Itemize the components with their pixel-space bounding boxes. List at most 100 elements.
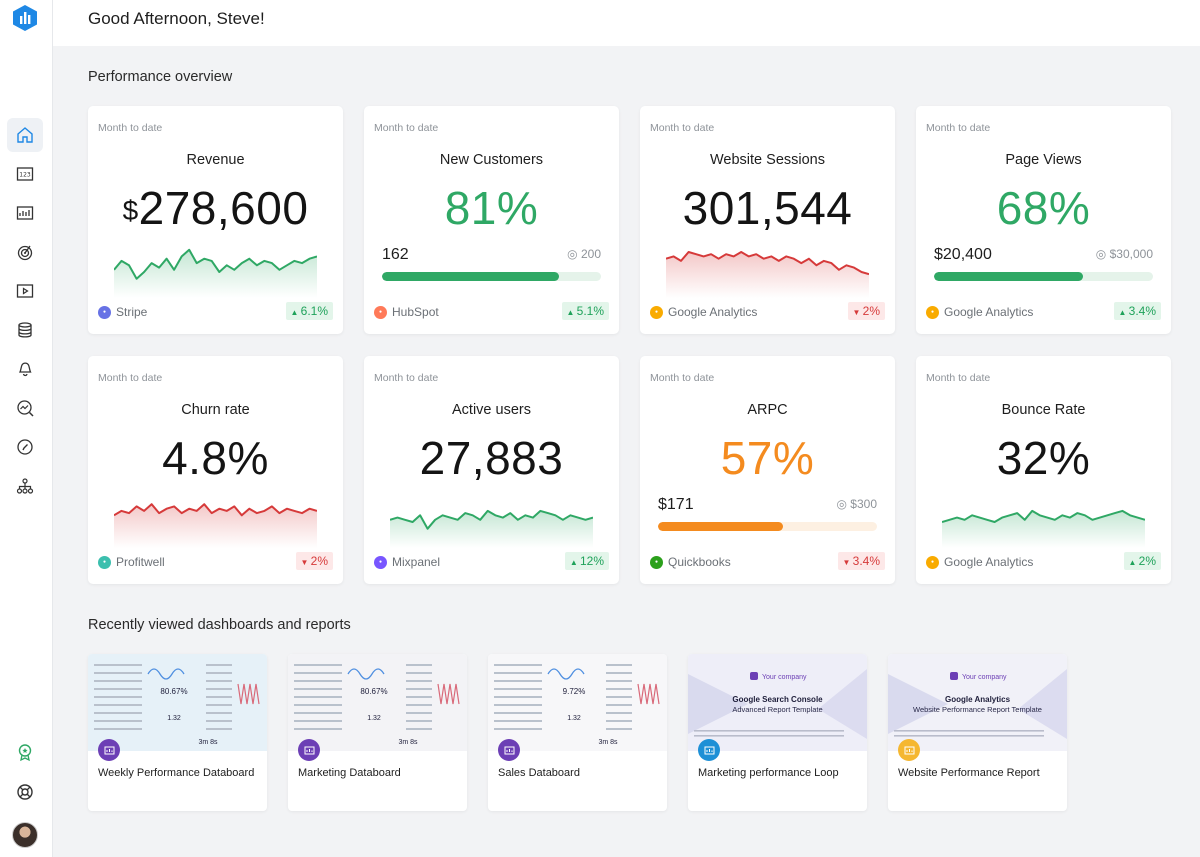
- company-logo: [950, 672, 958, 680]
- metric-value: $278,600: [88, 182, 343, 237]
- change-value: 2%: [862, 304, 880, 318]
- metric-value-number: 68%: [996, 182, 1091, 234]
- report-thumbnail: 80.67% 1.32 3m 8s: [88, 654, 267, 751]
- databoard-icon[interactable]: [7, 196, 43, 230]
- top-bar: Good Afternoon, Steve!: [53, 0, 1200, 46]
- thumb-number: 3m 8s: [398, 739, 418, 746]
- thumb-chart: [437, 683, 460, 705]
- goal-target-value: $30,000: [1109, 247, 1153, 261]
- thumb-text-line: [406, 680, 432, 682]
- avatar[interactable]: [12, 822, 38, 848]
- thumb-text-line: [206, 696, 232, 698]
- data-source[interactable]: ● Google Analytics: [926, 305, 1033, 319]
- goal-progress-fill: [382, 272, 560, 281]
- report-card[interactable]: 9.72% 1.32 3m 8s Sales Databoard: [488, 654, 667, 811]
- metric-card[interactable]: Month to date ARPC 57% $171 ◎ $300 ● Quickbook…: [640, 356, 895, 584]
- thumb-text-line: [606, 680, 632, 682]
- thumb-shape: [688, 674, 748, 734]
- report-type-icon: [898, 739, 920, 761]
- thumb-shape: [818, 669, 867, 739]
- home-icon[interactable]: [7, 118, 43, 152]
- metric-card[interactable]: Month to date Revenue $278,600 ● Stripe ▲ 6.1…: [88, 106, 343, 334]
- thumb-chart: [347, 668, 385, 680]
- currency-symbol: $: [122, 195, 139, 226]
- report-thumbnail: 9.72% 1.32 3m 8s: [488, 654, 667, 751]
- arrow-up-icon: ▲: [290, 308, 301, 317]
- thumb-text-line: [606, 664, 632, 666]
- database-icon[interactable]: [7, 313, 43, 347]
- goal-target: ◎ $30,000: [1096, 247, 1153, 261]
- change-value: 3.4%: [852, 554, 880, 568]
- change-badge: ▲ 2%: [1123, 552, 1161, 570]
- compass-icon[interactable]: [7, 430, 43, 464]
- metric-card[interactable]: Month to date Bounce Rate 32% ● Google Analy…: [916, 356, 1171, 584]
- thumb-text-line: [606, 696, 632, 698]
- target-icon[interactable]: [7, 235, 43, 269]
- goal-target-icon: ◎: [1095, 247, 1110, 261]
- thumb-text-line: [94, 728, 142, 730]
- metric-value-number: 81%: [444, 182, 539, 234]
- report-type-icon: [698, 739, 720, 761]
- period-label: Month to date: [374, 372, 439, 384]
- goal-target-icon: ◎: [836, 497, 851, 511]
- report-card[interactable]: 80.67% 1.32 3m 8s Weekly Performance Databo…: [88, 654, 267, 811]
- thumb-subtitle: Website Performance Report Template: [913, 705, 1042, 714]
- thumb-text-line: [494, 696, 542, 698]
- badge-icon[interactable]: [7, 735, 43, 769]
- thumb-shape: [888, 674, 948, 734]
- metric-card[interactable]: Month to date Active users 27,883 ● Mixpanel…: [364, 356, 619, 584]
- metric-value: 57%: [640, 432, 895, 484]
- data-source[interactable]: ● Profitwell: [98, 555, 165, 569]
- org-chart-icon[interactable]: [7, 469, 43, 503]
- databox-logo-icon[interactable]: [12, 4, 38, 32]
- report-name: Website Performance Report: [898, 767, 1040, 779]
- metric-card[interactable]: Month to date Website Sessions 301,544 ● Goo…: [640, 106, 895, 334]
- thumbnail-preview: Your company Google Search ConsoleAdvance…: [688, 669, 867, 739]
- thumb-chart: [637, 683, 660, 705]
- metric-value: 32%: [916, 432, 1171, 484]
- report-card[interactable]: 80.67% 1.32 3m 8s Marketing Databoard: [288, 654, 467, 811]
- bell-icon[interactable]: [7, 352, 43, 386]
- thumb-text-line: [606, 728, 632, 730]
- data-source-icon: ●: [374, 305, 387, 319]
- metric-card[interactable]: Month to date New Customers 81% 162 ◎ 200 ● Hu…: [364, 106, 619, 334]
- thumb-number: 1.32: [367, 715, 381, 722]
- metric-title: Active users: [452, 402, 531, 418]
- data-source-name: HubSpot: [392, 305, 439, 319]
- thumb-company: Your company: [962, 674, 1007, 681]
- sparkline-area: [114, 504, 317, 548]
- data-source[interactable]: ● Quickbooks: [650, 555, 731, 569]
- thumb-text-line: [94, 688, 142, 690]
- goal-row: $171 ◎ $300: [658, 496, 877, 514]
- numbers-icon[interactable]: 123: [7, 157, 43, 191]
- metric-card[interactable]: Month to date Churn rate 4.8% ● Profitwell ▼ …: [88, 356, 343, 584]
- change-value: 2%: [310, 554, 328, 568]
- report-type-icon: [98, 739, 120, 761]
- goal-target: ◎ 200: [567, 247, 601, 261]
- thumb-text-line: [894, 730, 1044, 732]
- metric-title: Page Views: [1005, 152, 1082, 168]
- change-value: 5.1%: [576, 304, 604, 318]
- data-source[interactable]: ● HubSpot: [374, 305, 439, 319]
- thumb-chart: [237, 683, 260, 705]
- lifebuoy-icon[interactable]: [7, 775, 43, 809]
- data-source[interactable]: ● Google Analytics: [926, 555, 1033, 569]
- thumb-text-line: [206, 728, 232, 730]
- thumb-text-line: [94, 704, 142, 706]
- thumb-text-line: [206, 664, 232, 666]
- sparkline-area: [114, 249, 317, 298]
- report-card[interactable]: Your company Google Search Console Advance…: [688, 654, 867, 811]
- trend-search-icon[interactable]: [7, 391, 43, 425]
- thumb-text-line: [694, 730, 844, 732]
- data-source[interactable]: ● Stripe: [98, 305, 147, 319]
- data-source[interactable]: ● Mixpanel: [374, 555, 440, 569]
- change-badge: ▲ 3.4%: [1113, 302, 1161, 320]
- thumb-company: Your company: [762, 674, 807, 681]
- report-card[interactable]: Your company Google Analytics Website Perf…: [888, 654, 1067, 811]
- svg-text:123: 123: [19, 172, 31, 179]
- thumb-text-line: [494, 704, 542, 706]
- presentation-icon[interactable]: [7, 274, 43, 308]
- metric-card[interactable]: Month to date Page Views 68% $20,400 ◎ $30,0…: [916, 106, 1171, 334]
- data-source[interactable]: ● Google Analytics: [650, 305, 757, 319]
- thumb-text-line: [606, 704, 632, 706]
